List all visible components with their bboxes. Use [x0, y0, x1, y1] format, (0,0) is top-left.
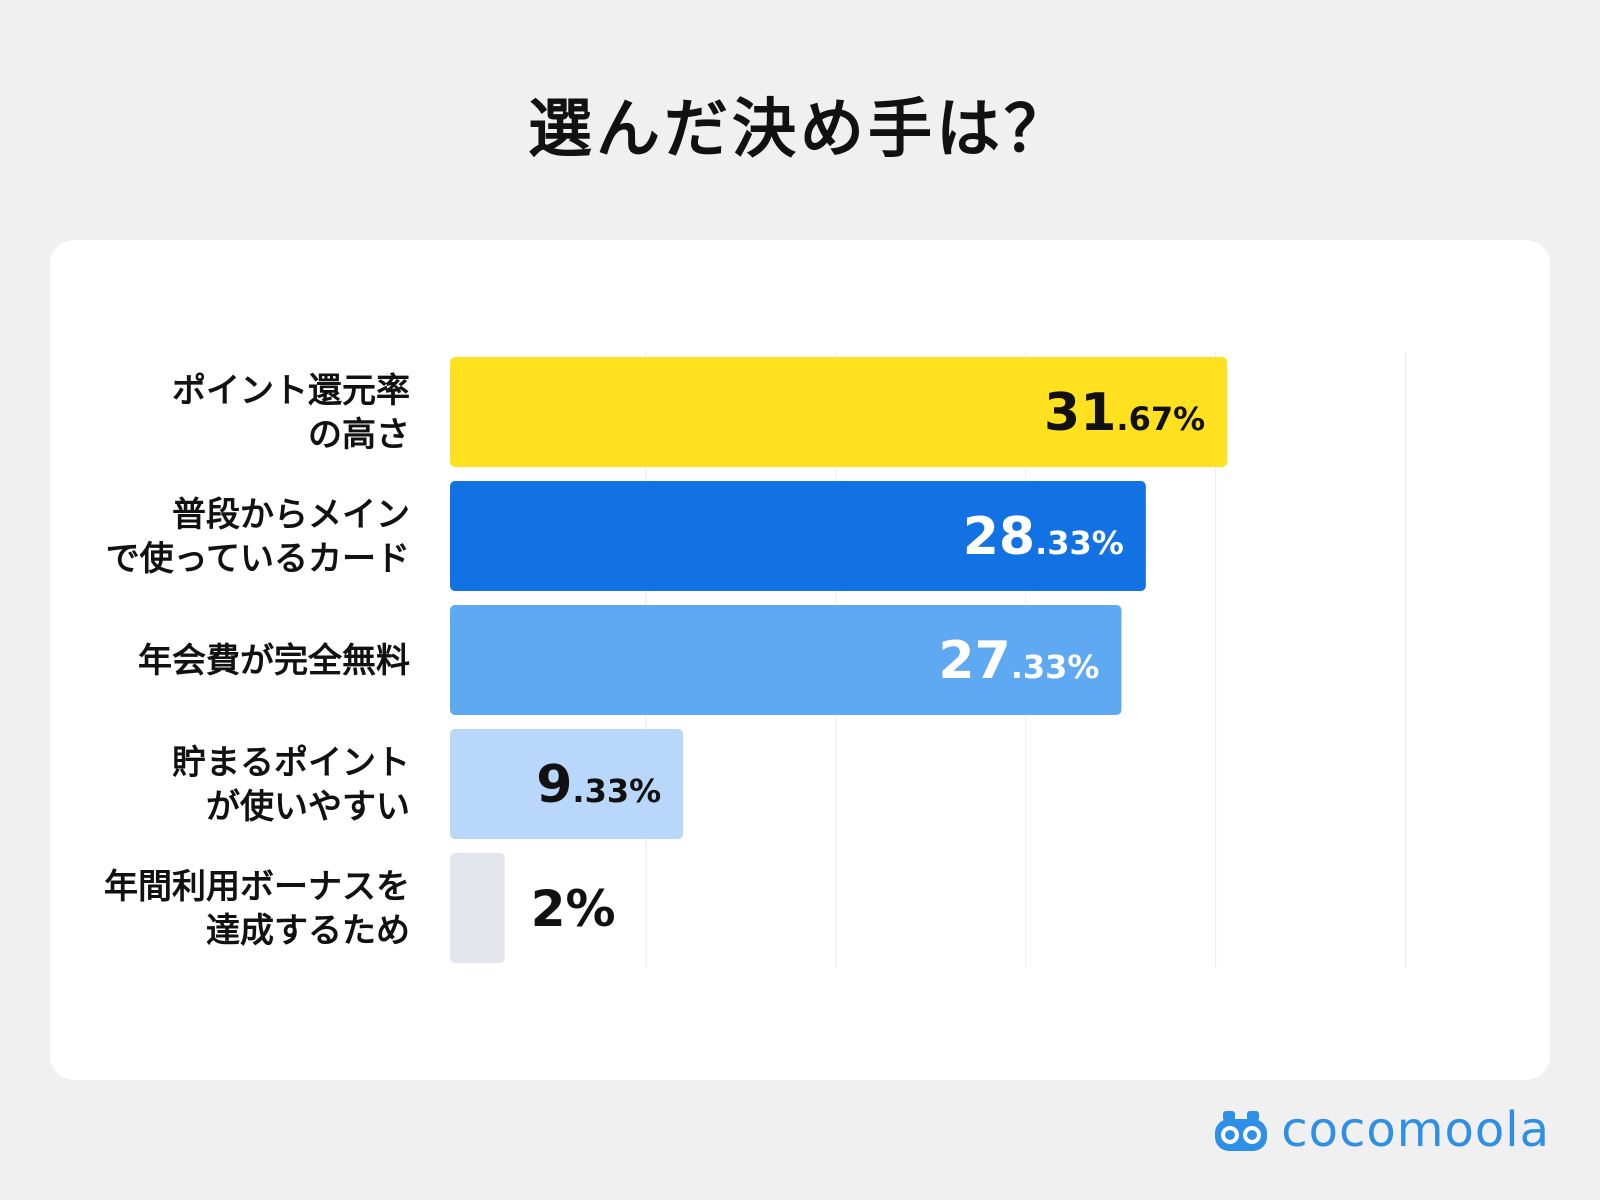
category-label: 年会費が完全無料 [138, 641, 410, 681]
value-label: 2% [531, 880, 616, 938]
binoculars-icon [1215, 1111, 1268, 1151]
category-label: 普段からメイン [172, 495, 410, 535]
brand-name: cocomoola [1281, 1102, 1550, 1158]
brand-logo: cocomoola [1213, 1102, 1550, 1158]
value-label-integer: 31 [1044, 383, 1116, 443]
page-title: 選んだ決め手は？ [528, 93, 1072, 167]
value-label: 27.33% [938, 631, 1099, 691]
bar [450, 729, 684, 839]
value-label: 9.33% [536, 755, 661, 815]
bar [450, 481, 1146, 591]
value-label-decimal: .67% [1116, 400, 1205, 438]
value-label-decimal: .33% [572, 772, 661, 810]
bar [450, 357, 1228, 467]
category-label: で使っているカード [106, 539, 410, 579]
value-label-decimal: .33% [1035, 524, 1124, 562]
bar [450, 853, 505, 963]
value-label: 28.33% [963, 507, 1124, 567]
category-label: の高さ [308, 415, 410, 455]
value-label-decimal: .33% [1011, 648, 1100, 686]
value-label-integer: 2% [531, 880, 616, 938]
category-label: ポイント還元率 [172, 371, 410, 411]
bar [450, 605, 1122, 715]
value-label-integer: 9 [536, 755, 572, 815]
category-label: 貯まるポイント [172, 743, 410, 783]
value-label-integer: 27 [938, 631, 1010, 691]
category-label: が使いやすい [206, 787, 410, 827]
category-label: 年間利用ボーナスを [104, 867, 410, 907]
value-label-integer: 28 [963, 507, 1035, 567]
value-label: 31.67% [1044, 383, 1205, 443]
category-label: 達成するため [206, 911, 410, 951]
